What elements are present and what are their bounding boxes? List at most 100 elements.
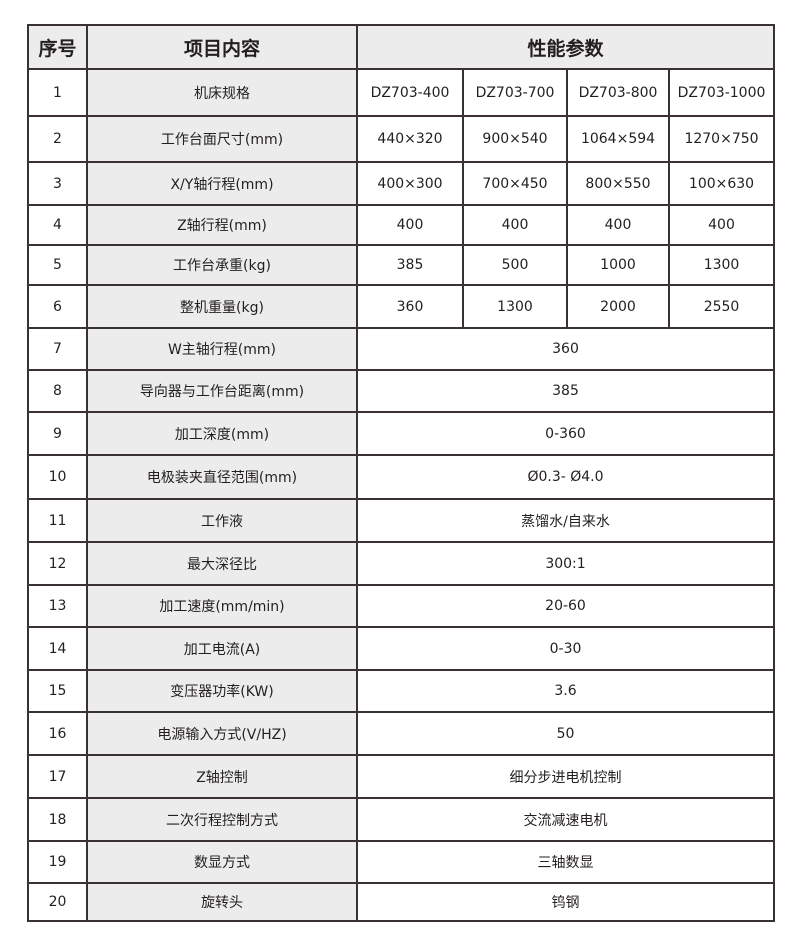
- row-value: 蒸馏水/自来水: [355, 498, 776, 543]
- row-value: 400×300: [356, 161, 464, 206]
- row-number: 10: [27, 454, 88, 500]
- table-row: 4 Z轴行程(mm) 400 400 400 400: [27, 204, 776, 246]
- row-value: 360: [356, 284, 464, 329]
- row-value: DZ703-700: [462, 68, 568, 117]
- row-item: W主轴行程(mm): [86, 327, 358, 371]
- table-row: 19 数显方式 三轴数显: [27, 840, 776, 884]
- spec-table: 序号 项目内容 性能参数 1 机床规格 DZ703-400 DZ703-700 DZ70…: [27, 24, 776, 922]
- table-row: 1 机床规格 DZ703-400 DZ703-700 DZ703-800 DZ703-10…: [27, 68, 776, 117]
- row-item: 整机重量(kg): [86, 284, 358, 329]
- row-item: 最大深径比: [86, 541, 358, 586]
- row-value: 700×450: [462, 161, 568, 206]
- table-row: 8 导向器与工作台距离(mm) 385: [27, 369, 776, 413]
- table-row: 6 整机重量(kg) 360 1300 2000 2550: [27, 284, 776, 329]
- row-value: 360: [355, 327, 776, 371]
- header-item: 项目内容: [86, 24, 358, 70]
- row-item: 旋转头: [86, 882, 358, 922]
- row-item: 数显方式: [86, 840, 358, 884]
- table-row: 3 X/Y轴行程(mm) 400×300 700×450 800×550 100×630: [27, 161, 776, 206]
- row-number: 1: [27, 68, 88, 117]
- table-row: 11 工作液 蒸馏水/自来水: [27, 498, 776, 543]
- row-value: 1000: [566, 244, 670, 286]
- row-number: 4: [27, 204, 88, 246]
- row-number: 19: [27, 840, 88, 884]
- row-value: 800×550: [566, 161, 670, 206]
- row-number: 18: [27, 797, 88, 842]
- header-row: 序号 项目内容 性能参数: [27, 24, 776, 70]
- row-value: 0-360: [355, 411, 776, 456]
- table-row: 16 电源输入方式(V/HZ) 50: [27, 711, 776, 756]
- row-number: 20: [27, 882, 88, 922]
- row-item: 工作台面尺寸(mm): [86, 115, 358, 163]
- row-item: 工作台承重(kg): [86, 244, 358, 286]
- row-value: 400: [462, 204, 568, 246]
- row-value: 1300: [667, 244, 776, 286]
- table-row: 10 电极装夹直径范围(mm) Ø0.3- Ø4.0: [27, 454, 776, 500]
- row-item: 加工深度(mm): [86, 411, 358, 456]
- row-value: 1300: [462, 284, 568, 329]
- row-number: 3: [27, 161, 88, 206]
- row-value: 2550: [667, 284, 776, 329]
- row-item: 加工速度(mm/min): [86, 584, 358, 628]
- row-item: Z轴行程(mm): [86, 204, 358, 246]
- row-value: DZ703-800: [566, 68, 670, 117]
- header-spec: 性能参数: [355, 24, 776, 70]
- row-value: 385: [356, 244, 464, 286]
- table-row: 7 W主轴行程(mm) 360: [27, 327, 776, 371]
- row-value: 400: [356, 204, 464, 246]
- table-row: 9 加工深度(mm) 0-360: [27, 411, 776, 456]
- row-item: Z轴控制: [86, 754, 358, 799]
- row-number: 8: [27, 369, 88, 413]
- table-row: 5 工作台承重(kg) 385 500 1000 1300: [27, 244, 776, 286]
- header-index: 序号: [27, 24, 88, 70]
- row-number: 9: [27, 411, 88, 456]
- row-number: 15: [27, 669, 88, 713]
- row-value: 钨钢: [355, 882, 776, 922]
- row-number: 2: [27, 115, 88, 163]
- row-value: 300:1: [355, 541, 776, 586]
- row-number: 13: [27, 584, 88, 628]
- row-number: 17: [27, 754, 88, 799]
- table-row: 15 变压器功率(KW) 3.6: [27, 669, 776, 713]
- row-number: 12: [27, 541, 88, 586]
- row-value: 3.6: [355, 669, 776, 713]
- row-value: 400: [566, 204, 670, 246]
- row-item: 电源输入方式(V/HZ): [86, 711, 358, 756]
- row-value: 1064×594: [566, 115, 670, 163]
- row-value: 2000: [566, 284, 670, 329]
- row-number: 5: [27, 244, 88, 286]
- row-value: DZ703-1000: [667, 68, 776, 117]
- row-value: 900×540: [462, 115, 568, 163]
- row-value: 1270×750: [667, 115, 776, 163]
- table-row: 20 旋转头 钨钢: [27, 882, 776, 922]
- row-value: 50: [355, 711, 776, 756]
- row-number: 6: [27, 284, 88, 329]
- row-number: 11: [27, 498, 88, 543]
- row-item: 机床规格: [86, 68, 358, 117]
- row-number: 7: [27, 327, 88, 371]
- row-number: 16: [27, 711, 88, 756]
- row-value: 细分步进电机控制: [355, 754, 776, 799]
- table-row: 14 加工电流(A) 0-30: [27, 626, 776, 671]
- row-item: 变压器功率(KW): [86, 669, 358, 713]
- row-item: 二次行程控制方式: [86, 797, 358, 842]
- row-item: X/Y轴行程(mm): [86, 161, 358, 206]
- row-value: 500: [462, 244, 568, 286]
- row-item: 加工电流(A): [86, 626, 358, 671]
- row-value: 400: [667, 204, 776, 246]
- row-value: 20-60: [355, 584, 776, 628]
- row-value: 385: [355, 369, 776, 413]
- row-item: 导向器与工作台距离(mm): [86, 369, 358, 413]
- row-value: 440×320: [356, 115, 464, 163]
- row-value: 100×630: [667, 161, 776, 206]
- row-item: 工作液: [86, 498, 358, 543]
- row-number: 14: [27, 626, 88, 671]
- table-row: 2 工作台面尺寸(mm) 440×320 900×540 1064×594 1270×75…: [27, 115, 776, 163]
- table-row: 18 二次行程控制方式 交流减速电机: [27, 797, 776, 842]
- row-value: Ø0.3- Ø4.0: [355, 454, 776, 500]
- row-item: 电极装夹直径范围(mm): [86, 454, 358, 500]
- table-row: 12 最大深径比 300:1: [27, 541, 776, 586]
- row-value: 交流减速电机: [355, 797, 776, 842]
- table-row: 17 Z轴控制 细分步进电机控制: [27, 754, 776, 799]
- table-row: 13 加工速度(mm/min) 20-60: [27, 584, 776, 628]
